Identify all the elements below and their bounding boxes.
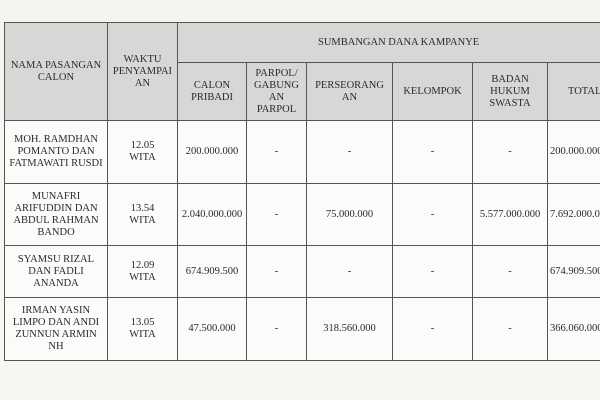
header-kelompok: KELOMPOK xyxy=(392,62,473,121)
table-row: SYAMSU RIZAL DAN FADLI ANANDA 12.09 WITA 6… xyxy=(4,245,600,298)
submission-time: 12.05 WITA xyxy=(107,120,178,184)
submission-time: 12.09 WITA xyxy=(107,245,178,298)
table-row: MOH. RAMDHAN POMANTO DAN FATMAWATI RUSDI… xyxy=(4,120,600,184)
cell-total: 366.060.000 xyxy=(547,297,600,361)
cell-badan-hukum: - xyxy=(472,120,548,184)
cell-parpol: - xyxy=(246,120,307,184)
cell-parpol: - xyxy=(246,183,307,246)
candidate-name: SYAMSU RIZAL DAN FADLI ANANDA xyxy=(4,245,108,298)
cell-perseorangan: - xyxy=(306,245,393,298)
cell-badan-hukum: - xyxy=(472,297,548,361)
candidate-name: MOH. RAMDHAN POMANTO DAN FATMAWATI RUSDI xyxy=(4,120,108,184)
cell-kelompok: - xyxy=(392,183,473,246)
header-calon-pribadi: CALON PRIBADI xyxy=(177,62,247,121)
cell-kelompok: - xyxy=(392,245,473,298)
cell-total: 674.909.500 xyxy=(547,245,600,298)
table-row: IRMAN YASIN LIMPO DAN ANDI ZUNNUN ARMIN … xyxy=(4,297,600,361)
cell-calon-pribadi: 2.040.000.000 xyxy=(177,183,247,246)
header-total: TOTAL xyxy=(547,62,600,121)
header-parpol: PARPOL/ GABUNG AN PARPOL xyxy=(246,62,307,121)
cell-kelompok: - xyxy=(392,297,473,361)
cell-kelompok: - xyxy=(392,120,473,184)
submission-time: 13.54 WITA xyxy=(107,183,178,246)
campaign-fund-table: NAMA PASANGAN CALON WAKTU PENYAMPAI AN S… xyxy=(4,22,600,361)
cell-calon-pribadi: 200.000.000 xyxy=(177,120,247,184)
cell-parpol: - xyxy=(246,297,307,361)
header-group: SUMBANGAN DANA KAMPANYE xyxy=(177,22,600,63)
header-name: NAMA PASANGAN CALON xyxy=(4,22,108,121)
cell-parpol: - xyxy=(246,245,307,298)
header-badan-hukum: BADAN HUKUM SWASTA xyxy=(472,62,548,121)
campaign-fund-table-container: NAMA PASANGAN CALON WAKTU PENYAMPAI AN S… xyxy=(4,22,600,362)
candidate-name: IRMAN YASIN LIMPO DAN ANDI ZUNNUN ARMIN … xyxy=(4,297,108,361)
cell-total: 7.692.000.000 xyxy=(547,183,600,246)
page-top-margin xyxy=(0,0,600,22)
cell-badan-hukum: 5.577.000.000 xyxy=(472,183,548,246)
cell-total: 200.000.000 xyxy=(547,120,600,184)
cell-perseorangan: - xyxy=(306,120,393,184)
header-perseorangan: PERSEORANG AN xyxy=(306,62,393,121)
candidate-name: MUNAFRI ARIFUDDIN DAN ABDUL RAHMAN BANDO xyxy=(4,183,108,246)
cell-badan-hukum: - xyxy=(472,245,548,298)
header-time: WAKTU PENYAMPAI AN xyxy=(107,22,178,121)
cell-perseorangan: 75.000.000 xyxy=(306,183,393,246)
table-row: MUNAFRI ARIFUDDIN DAN ABDUL RAHMAN BANDO… xyxy=(4,183,600,246)
submission-time: 13.05 WITA xyxy=(107,297,178,361)
cell-calon-pribadi: 674.909.500 xyxy=(177,245,247,298)
cell-perseorangan: 318.560.000 xyxy=(306,297,393,361)
cell-calon-pribadi: 47.500.000 xyxy=(177,297,247,361)
